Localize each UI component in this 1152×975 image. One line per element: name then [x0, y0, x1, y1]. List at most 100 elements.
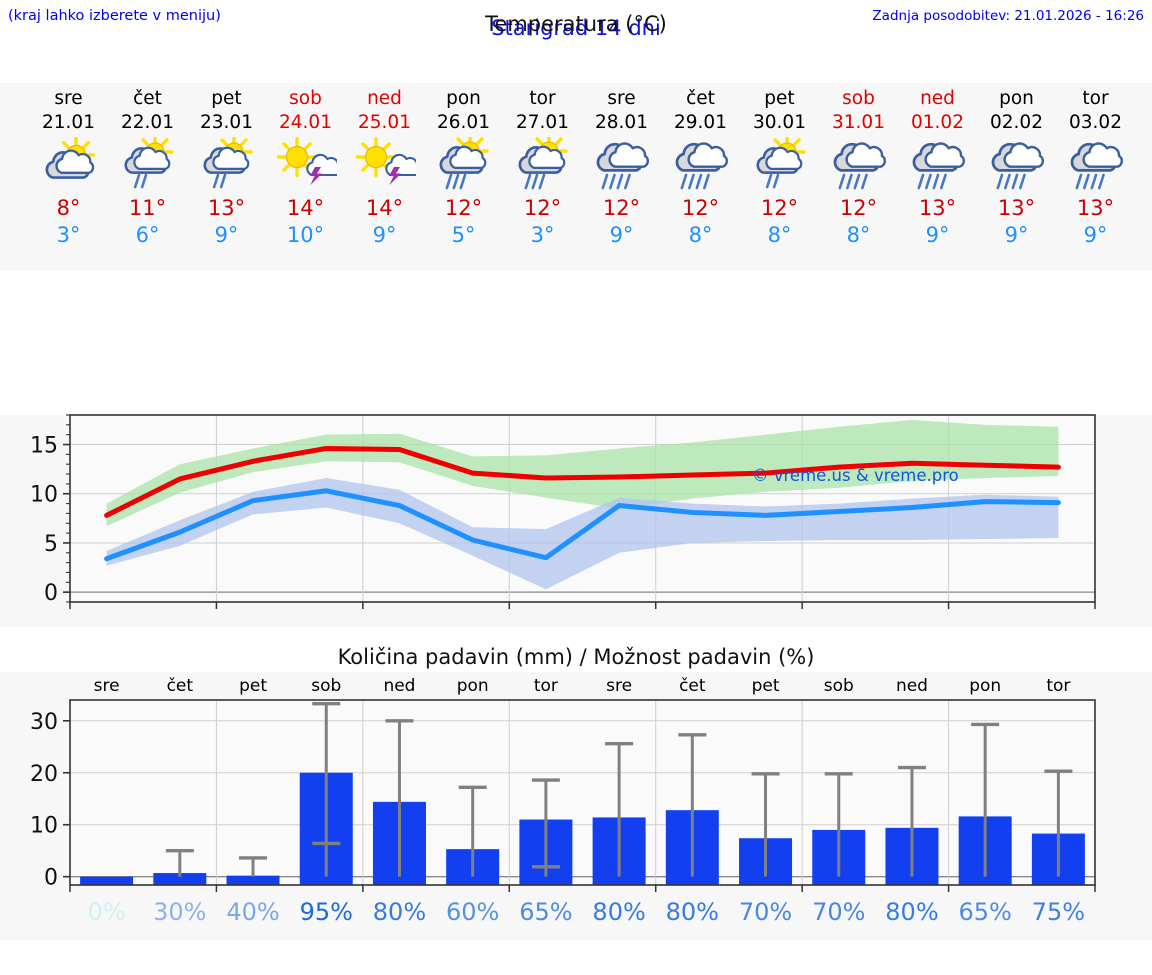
- day-max-temp: 12°: [602, 196, 641, 220]
- day-name: sre: [54, 88, 83, 109]
- day-column[interactable]: ned 25.01 14° 9°: [345, 83, 424, 270]
- day-max-temp: 13°: [997, 196, 1036, 220]
- day-min-temp: 10°: [286, 223, 325, 247]
- precip-probability-label: 80%: [592, 898, 646, 926]
- day-name: čet: [133, 88, 162, 109]
- day-max-temp: 12°: [760, 196, 799, 220]
- precip-probability-label: 30%: [153, 898, 207, 926]
- day-date: 23.01: [200, 112, 253, 133]
- day-min-temp: 3°: [530, 223, 555, 247]
- day-date: 26.01: [437, 112, 490, 133]
- day-min-temp: 9°: [1083, 223, 1108, 247]
- day-max-temp: 13°: [918, 196, 957, 220]
- day-date: 02.02: [990, 112, 1043, 133]
- day-max-temp: 14°: [286, 196, 325, 220]
- day-column[interactable]: sre 28.01 12° 9°: [582, 83, 661, 270]
- day-max-temp: 12°: [681, 196, 720, 220]
- day-date: 24.01: [279, 112, 332, 133]
- cloud-rain-icon: [591, 137, 653, 195]
- day-min-temp: 8°: [846, 223, 871, 247]
- cloud-rain-icon: [828, 137, 890, 195]
- svg-text:15: 15: [30, 434, 58, 459]
- precip-probability-label: 75%: [1031, 898, 1086, 926]
- day-column[interactable]: čet 29.01 12° 8°: [661, 83, 740, 270]
- svg-text:20: 20: [30, 762, 58, 787]
- precip-probability-label: 65%: [519, 898, 573, 926]
- day-max-temp: 12°: [523, 196, 562, 220]
- day-max-temp: 12°: [839, 196, 878, 220]
- day-column[interactable]: pon 26.01 12° 5°: [424, 83, 503, 270]
- day-date: 29.01: [674, 112, 727, 133]
- sun-cloud-rain-icon: [749, 137, 811, 195]
- day-column[interactable]: sre 21.01 8° 3°: [29, 83, 108, 270]
- cloud-rain-icon: [1065, 137, 1127, 195]
- day-date: 30.01: [753, 112, 806, 133]
- day-name: ned: [367, 88, 402, 109]
- sun-cloud-icon: [38, 137, 100, 195]
- day-name: tor: [1082, 88, 1109, 109]
- page-title: Starigrad 14 dni: [491, 16, 661, 40]
- day-min-temp: 9°: [925, 223, 950, 247]
- day-date: 31.01: [832, 112, 885, 133]
- day-column[interactable]: pet 30.01 12° 8°: [740, 83, 819, 270]
- precip-day-label: sre: [606, 676, 633, 696]
- day-date: 28.01: [595, 112, 648, 133]
- day-max-temp: 12°: [444, 196, 483, 220]
- day-column[interactable]: tor 03.02 13° 9°: [1056, 83, 1135, 270]
- precip-probability-label: 70%: [738, 898, 793, 926]
- day-name: ned: [920, 88, 955, 109]
- day-column[interactable]: pet 23.01 13° 9°: [187, 83, 266, 270]
- precip-probability-label: 80%: [885, 898, 939, 926]
- svg-text:30: 30: [30, 710, 58, 735]
- temperature-chart: 0 5 10 15: [30, 414, 1096, 609]
- last-updated-text: Zadnja posodobitev: 21.01.2026 - 16:26: [872, 8, 1144, 24]
- day-name: čet: [686, 88, 715, 109]
- precip-bar: [80, 876, 134, 885]
- day-max-temp: 11°: [128, 196, 167, 220]
- svg-text:0: 0: [44, 581, 58, 606]
- day-name: sre: [607, 88, 636, 109]
- day-column[interactable]: sob 24.01 14° 10°: [266, 83, 345, 270]
- day-column[interactable]: čet 22.01 11° 6°: [108, 83, 187, 270]
- svg-text:0: 0: [44, 866, 58, 891]
- day-name: pon: [446, 88, 481, 109]
- page-header: (kraj lahko izberete v meniju) Starigrad…: [0, 0, 1152, 46]
- precip-day-label: ned: [383, 676, 416, 696]
- watermark-text: © vreme.us & vreme.pro: [752, 466, 959, 485]
- day-column[interactable]: sob 31.01 12° 8°: [819, 83, 898, 270]
- sun-thunder-icon: [275, 137, 337, 195]
- precip-probability-label: 70%: [812, 898, 866, 926]
- precip-probability-label: 80%: [372, 898, 427, 926]
- day-min-temp: 5°: [451, 223, 476, 247]
- svg-text:10: 10: [30, 483, 58, 508]
- precip-day-label: ned: [895, 676, 928, 696]
- day-name: pon: [999, 88, 1034, 109]
- precip-bar: [226, 875, 280, 885]
- day-max-temp: 14°: [365, 196, 404, 220]
- day-column[interactable]: ned 01.02 13° 9°: [898, 83, 977, 270]
- precip-day-label: tor: [1046, 676, 1071, 696]
- svg-text:10: 10: [30, 814, 58, 839]
- day-min-temp: 8°: [688, 223, 713, 247]
- precip-day-label: sob: [823, 676, 854, 696]
- day-max-temp: 13°: [207, 196, 246, 220]
- precip-probability-label: 60%: [446, 898, 500, 926]
- sun-cloud-rain-icon: [117, 137, 179, 195]
- day-name: tor: [529, 88, 556, 109]
- menu-hint-text: (kraj lahko izberete v meniju): [8, 8, 221, 24]
- day-min-temp: 9°: [609, 223, 634, 247]
- precip-day-label: čet: [679, 676, 706, 696]
- precip-day-label: sob: [311, 676, 342, 696]
- day-column[interactable]: tor 27.01 12° 3°: [503, 83, 582, 270]
- day-column[interactable]: pon 02.02 13° 9°: [977, 83, 1056, 270]
- precipitation-chart-title: Količina padavin (mm) / Možnost padavin …: [337, 645, 815, 669]
- day-date: 01.02: [911, 112, 964, 133]
- day-date: 25.01: [358, 112, 411, 133]
- temperature-chart-title: Temperatura (°C): [485, 12, 667, 36]
- precip-day-label: tor: [533, 676, 558, 696]
- daily-forecast-strip: sre 21.01 8° 3° čet 22.01 11° 6° pet 23.01 13° 9° so…: [0, 83, 1152, 270]
- precip-day-label: pet: [239, 676, 267, 696]
- precip-probability-label: 65%: [958, 898, 1012, 926]
- day-date: 21.01: [42, 112, 95, 133]
